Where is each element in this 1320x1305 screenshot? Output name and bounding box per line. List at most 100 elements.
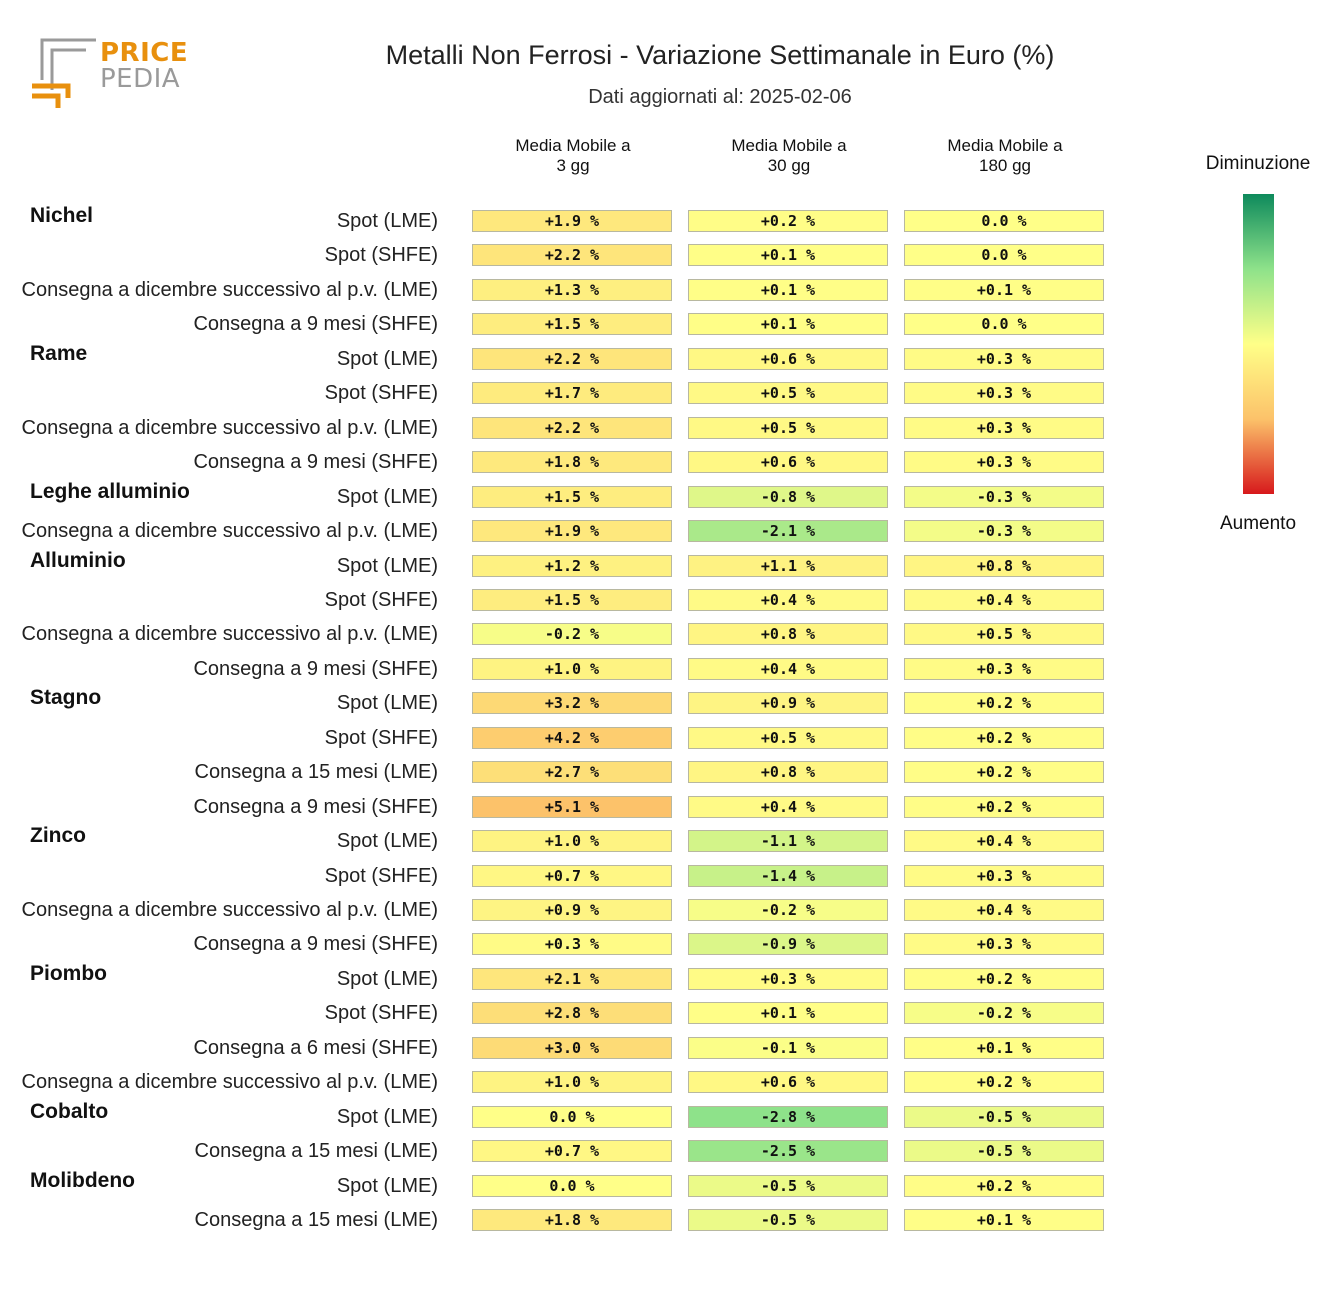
chart-title: Metalli Non Ferrosi - Variazione Settima… (385, 40, 1055, 70)
row-label: Spot (SHFE) (324, 382, 438, 405)
heatmap-cell: 0.0 % (904, 244, 1104, 267)
heatmap-cell: +1.7 % (472, 382, 672, 405)
legend-top-label: Diminuzione (1205, 153, 1311, 174)
row-label: Spot (SHFE) (324, 244, 438, 267)
row-label: Spot (SHFE) (324, 864, 438, 887)
legend-bottom-label: Aumento (1219, 513, 1297, 534)
heatmap-cell: +0.1 % (688, 278, 888, 301)
heatmap-cell: -1.1 % (688, 830, 888, 853)
heatmap-cell: +0.2 % (904, 967, 1104, 990)
row-label: Spot (LME) (336, 210, 438, 232)
heatmap-cell: +1.9 % (472, 210, 672, 232)
heatmap-cell: +0.1 % (688, 313, 888, 336)
heatmap-cell: 0.0 % (904, 210, 1104, 232)
heatmap-cell: +0.5 % (904, 623, 1104, 646)
group-name: Leghe alluminio (30, 479, 190, 503)
heatmap-cell: -0.2 % (472, 623, 672, 646)
heatmap-cell: -0.2 % (688, 899, 888, 921)
heatmap-cell: +0.9 % (688, 692, 888, 715)
row-label: Consegna a 15 mesi (LME) (194, 1140, 438, 1163)
logo-mark-icon (32, 38, 96, 108)
heatmap-cell: +2.2 % (472, 244, 672, 267)
heatmap-cell: +2.2 % (472, 416, 672, 439)
row-label: Spot (LME) (336, 485, 438, 508)
heatmap-cell: +0.2 % (904, 726, 1104, 749)
row-label: Spot (LME) (336, 1174, 438, 1197)
group-name: Zinco (30, 824, 86, 848)
heatmap-cell: +1.8 % (472, 1209, 672, 1232)
heatmap-cell: +0.5 % (688, 726, 888, 749)
row-label: Consegna a 9 mesi (SHFE) (193, 657, 438, 680)
heatmap-cell: +0.3 % (904, 657, 1104, 680)
row-label: Spot (LME) (336, 1105, 438, 1128)
heatmap-cell: 0.0 % (472, 1174, 672, 1197)
chart-subtitle: Dati aggiornati al: 2025-02-06 (588, 86, 852, 108)
row-label: Consegna a dicembre successivo al p.v. (… (21, 278, 438, 301)
heatmap-cell: +0.3 % (472, 933, 672, 956)
column-header: Media Mobile a 3 gg (515, 136, 631, 175)
heatmap-cell: +0.1 % (904, 1209, 1104, 1232)
legend-color-scale (1243, 194, 1274, 494)
heatmap-cell: +0.1 % (688, 244, 888, 267)
heatmap-cell: +4.2 % (472, 726, 672, 749)
heatmap-cell: +0.2 % (904, 1174, 1104, 1197)
heatmap-cell: +3.2 % (472, 692, 672, 715)
heatmap-cell: -2.1 % (688, 520, 888, 543)
heatmap-cell: +1.5 % (472, 313, 672, 336)
heatmap-cell: +0.2 % (904, 795, 1104, 818)
heatmap-cell: -1.4 % (688, 864, 888, 887)
column-header: Media Mobile a 180 gg (947, 136, 1063, 175)
row-label: Spot (LME) (336, 554, 438, 577)
heatmap-cell: +2.1 % (472, 967, 672, 990)
heatmap-cell: +0.2 % (688, 210, 888, 232)
heatmap-cell: +0.5 % (688, 382, 888, 405)
row-label: Consegna a dicembre successivo al p.v. (… (21, 623, 438, 646)
heatmap-cell: +1.8 % (472, 451, 672, 474)
row-label: Spot (SHFE) (324, 1002, 438, 1025)
heatmap-cell: +2.2 % (472, 347, 672, 370)
heatmap-cell: +1.0 % (472, 830, 672, 853)
row-label: Spot (LME) (336, 830, 438, 853)
heatmap-cell: +1.2 % (472, 554, 672, 577)
group-name: Cobalto (30, 1099, 109, 1123)
row-label: Consegna a dicembre successivo al p.v. (… (21, 1071, 438, 1094)
group-name: Rame (30, 341, 88, 365)
heatmap-cell: +0.8 % (688, 761, 888, 784)
heatmap-cell: +0.5 % (688, 416, 888, 439)
row-label: Spot (SHFE) (324, 588, 438, 611)
heatmap-cell: +1.9 % (472, 520, 672, 543)
group-name: Molibdeno (30, 1168, 135, 1192)
heatmap-cell: +2.8 % (472, 1002, 672, 1025)
heatmap-cell: -2.8 % (688, 1105, 888, 1128)
heatmap-cell: +0.4 % (688, 795, 888, 818)
heatmap-cell: +2.7 % (472, 761, 672, 784)
heatmap-cell: 0.0 % (904, 313, 1104, 336)
heatmap-cell: +0.3 % (688, 967, 888, 990)
heatmap-cell: +0.6 % (688, 1071, 888, 1094)
heatmap-cell: +1.3 % (472, 278, 672, 301)
heatmap-cell: -0.2 % (904, 1002, 1104, 1025)
heatmap-cell: +0.4 % (688, 657, 888, 680)
row-label: Consegna a 9 mesi (SHFE) (193, 313, 438, 336)
heatmap-cell: +0.6 % (688, 451, 888, 474)
heatmap-cell: +0.2 % (904, 761, 1104, 784)
heatmap-cell: -0.3 % (904, 520, 1104, 543)
heatmap-cell: +0.8 % (688, 623, 888, 646)
heatmap-cell: +0.7 % (472, 1140, 672, 1163)
row-label: Consegna a 9 mesi (SHFE) (193, 451, 438, 474)
heatmap-cell: -0.5 % (688, 1209, 888, 1232)
heatmap-cell: +0.3 % (904, 933, 1104, 956)
heatmap-cell: -0.1 % (688, 1036, 888, 1059)
row-label: Spot (LME) (336, 692, 438, 715)
heatmap-cell: -0.8 % (688, 485, 888, 508)
heatmap-cell: +0.7 % (472, 864, 672, 887)
heatmap-cell: +0.6 % (688, 347, 888, 370)
row-label: Consegna a dicembre successivo al p.v. (… (21, 416, 438, 439)
logo-word-pedia: PEDIA (100, 64, 181, 94)
heatmap-cell: -0.5 % (904, 1140, 1104, 1163)
row-label: Spot (LME) (336, 967, 438, 990)
heatmap-cell: +0.9 % (472, 899, 672, 921)
row-label: Spot (SHFE) (324, 726, 438, 749)
group-name: Alluminio (30, 548, 126, 572)
heatmap-cell: +5.1 % (472, 795, 672, 818)
